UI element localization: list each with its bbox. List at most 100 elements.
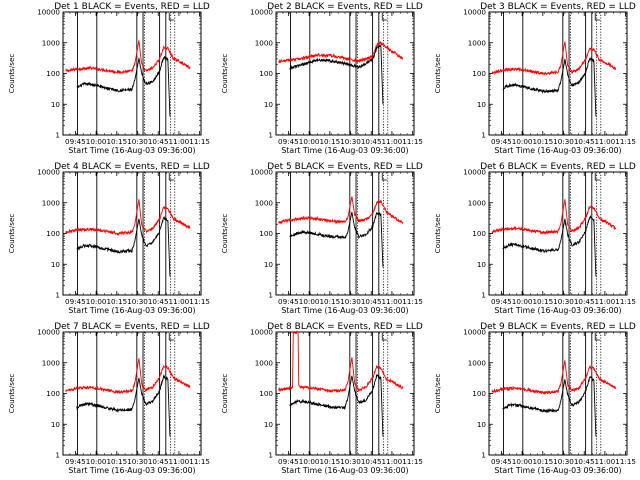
x-tick-label: 10:45 <box>361 457 382 466</box>
x-tick-label: 11:15 <box>615 297 636 306</box>
y-tick-label: 1 <box>481 291 486 300</box>
y-axis-title: Counts/sec <box>433 374 442 414</box>
series-line-lld <box>278 41 404 64</box>
x-tick-label: 10:45 <box>148 137 169 146</box>
x-tick-label: 09:45 <box>65 297 86 306</box>
x-tick-label: 10:15 <box>106 137 127 146</box>
plot-frame <box>62 331 202 456</box>
x-tick-label: 10:00 <box>299 457 320 466</box>
y-tick-label: 1 <box>55 451 60 460</box>
plot-frame <box>488 11 628 136</box>
x-tick-label: 10:30 <box>127 297 148 306</box>
y-tick-label: 1000 <box>468 358 487 367</box>
series-line-lld <box>278 330 404 394</box>
x-tick-label: 10:30 <box>553 457 574 466</box>
x-tick-label: 11:15 <box>402 457 423 466</box>
y-tick-label: 1 <box>481 451 486 460</box>
x-axis-title: Start Time (16-Aug-03 09:36:00) <box>281 306 408 315</box>
y-tick-label: 1000 <box>255 358 274 367</box>
x-axis-title: Start Time (16-Aug-03 09:36:00) <box>494 306 621 315</box>
detector-5-panel: Det 5 BLACK = Events, RED = LLD 1 10 100 100… <box>213 160 426 320</box>
y-axis-title: Counts/sec <box>433 54 442 94</box>
x-tick-label: 10:00 <box>299 137 320 146</box>
x-axis-title: Start Time (16-Aug-03 09:36:00) <box>494 146 621 155</box>
x-tick-label: 10:45 <box>574 137 595 146</box>
y-tick-label: 100 <box>46 389 60 398</box>
y-tick-label: 10 <box>264 260 274 269</box>
x-tick-label: 10:45 <box>574 457 595 466</box>
interval-bracket <box>381 333 388 341</box>
y-axis-title: Counts/sec <box>433 214 442 254</box>
x-tick-label: 09:45 <box>65 137 86 146</box>
x-tick-label: 09:45 <box>278 137 299 146</box>
chart-title: Det 1 BLACK = Events, RED = LLD <box>54 2 210 12</box>
x-tick-label: 10:15 <box>532 457 553 466</box>
interval-bracket <box>168 173 175 181</box>
series-line-lld <box>65 40 191 75</box>
x-axis-title: Start Time (16-Aug-03 09:36:00) <box>281 466 408 475</box>
x-axis-title: Start Time (16-Aug-03 09:36:00) <box>68 306 195 315</box>
chart-title: Det 7 BLACK = Events, RED = LLD <box>54 322 210 332</box>
y-tick-label: 100 <box>472 69 486 78</box>
x-tick-label: 10:30 <box>553 297 574 306</box>
chart-title: Det 5 BLACK = Events, RED = LLD <box>267 162 423 172</box>
y-tick-label: 10000 <box>250 328 273 337</box>
series-line-events <box>502 56 597 117</box>
y-tick-label: 10000 <box>37 328 60 337</box>
y-tick-label: 10000 <box>250 8 273 17</box>
x-tick-label: 10:00 <box>512 297 533 306</box>
x-tick-label: 10:45 <box>148 457 169 466</box>
y-tick-label: 1 <box>55 131 60 140</box>
x-tick-label: 10:15 <box>106 457 127 466</box>
detector-2-panel: Det 2 BLACK = Events, RED = LLD 1 10 100 100… <box>213 0 426 160</box>
x-tick-label: 10:45 <box>574 297 595 306</box>
x-tick-label: 09:45 <box>491 137 512 146</box>
plot-frame <box>275 11 415 136</box>
interval-bracket <box>381 173 388 181</box>
x-tick-label: 09:45 <box>491 457 512 466</box>
series-line-lld <box>65 358 191 395</box>
x-axis-title: Start Time (16-Aug-03 09:36:00) <box>494 466 621 475</box>
detector-6-chart: Det 6 BLACK = Events, RED = LLD 1 10 100 100… <box>433 162 636 315</box>
x-tick-label: 11:00 <box>169 297 190 306</box>
x-tick-label: 10:45 <box>148 297 169 306</box>
x-tick-label: 10:00 <box>512 457 533 466</box>
plot-frame <box>62 171 202 296</box>
plot-frame <box>275 331 415 456</box>
x-tick-label: 10:00 <box>86 137 107 146</box>
x-tick-label: 10:15 <box>319 137 340 146</box>
series-line-events <box>289 373 384 437</box>
detector-7-chart: Det 7 BLACK = Events, RED = LLD 1 10 100 100… <box>7 322 210 475</box>
y-tick-label: 10 <box>477 100 487 109</box>
interval-bracket <box>168 333 175 341</box>
chart-title: Det 8 BLACK = Events, RED = LLD <box>267 322 423 332</box>
detector-8-chart: Det 8 BLACK = Events, RED = LLD 1 10 100 100… <box>220 322 423 475</box>
x-tick-label: 09:45 <box>278 457 299 466</box>
x-tick-label: 10:00 <box>512 137 533 146</box>
y-tick-label: 10 <box>477 420 487 429</box>
interval-bracket <box>594 173 601 181</box>
series-line-events <box>289 211 384 268</box>
x-tick-label: 11:00 <box>595 457 616 466</box>
y-axis-title: Counts/sec <box>7 54 16 94</box>
chart-title: Det 9 BLACK = Events, RED = LLD <box>480 322 636 332</box>
detector-4-panel: Det 4 BLACK = Events, RED = LLD 1 10 100 100… <box>0 160 213 320</box>
plot-frame <box>62 11 202 136</box>
series-line-lld <box>65 199 191 236</box>
detector-3-chart: Det 3 BLACK = Events, RED = LLD 1 10 100 100… <box>433 2 636 155</box>
y-tick-label: 1 <box>55 291 60 300</box>
y-tick-label: 100 <box>259 229 273 238</box>
x-tick-label: 11:15 <box>615 137 636 146</box>
x-tick-label: 11:00 <box>169 457 190 466</box>
y-axis-title: Counts/sec <box>220 54 229 94</box>
y-tick-label: 100 <box>472 389 486 398</box>
x-tick-label: 09:45 <box>491 297 512 306</box>
x-tick-label: 10:45 <box>361 137 382 146</box>
detector-3-panel: Det 3 BLACK = Events, RED = LLD 1 10 100 100… <box>426 0 639 160</box>
x-tick-label: 10:15 <box>319 457 340 466</box>
detector-2-chart: Det 2 BLACK = Events, RED = LLD 1 10 100 100… <box>220 2 423 155</box>
y-tick-label: 100 <box>46 69 60 78</box>
x-tick-label: 10:30 <box>553 137 574 146</box>
plot-frame <box>488 331 628 456</box>
